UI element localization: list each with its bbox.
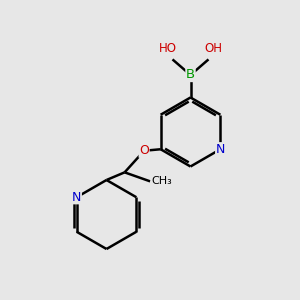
Text: CH₃: CH₃ <box>151 176 172 186</box>
Text: B: B <box>186 68 195 82</box>
Text: HO: HO <box>159 41 177 55</box>
Text: N: N <box>216 143 225 156</box>
Text: N: N <box>72 191 81 204</box>
Text: OH: OH <box>204 41 222 55</box>
Text: O: O <box>139 144 149 157</box>
